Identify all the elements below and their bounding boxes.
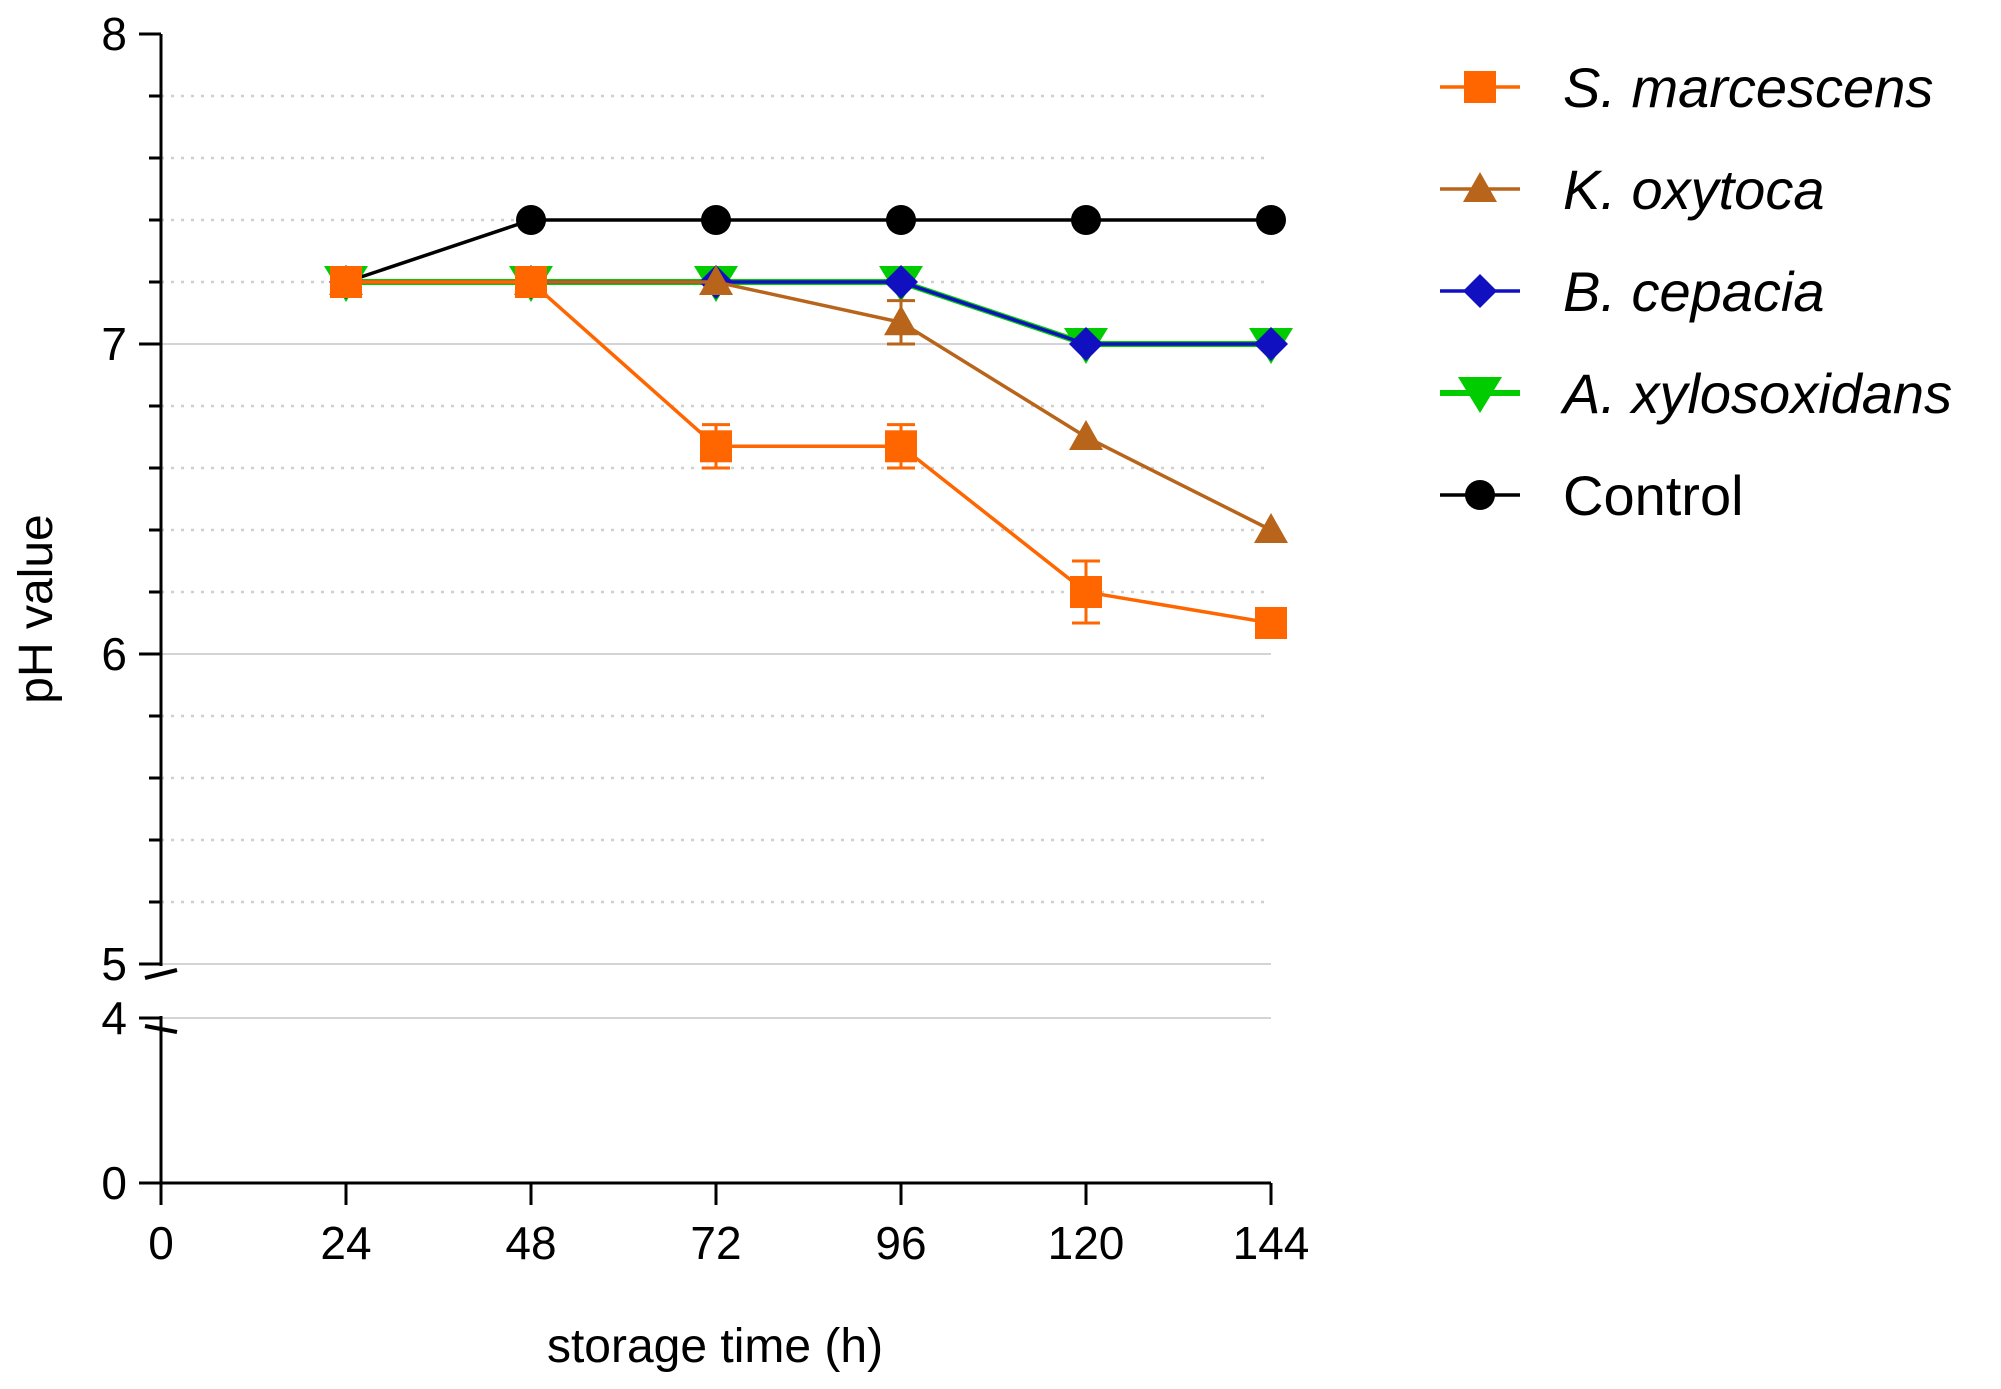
series-line-b-cepacia: [346, 280, 1271, 346]
grid-lines: [161, 94, 1271, 1185]
point-s-marcescens-96: [885, 430, 917, 463]
legend-label-s-marcescens: S. marcescens: [1563, 56, 1933, 119]
legend-marker-k-oxytoca: [1463, 172, 1497, 202]
y-tick-label-8: 8: [101, 8, 127, 60]
legend-label-k-oxytoca: K. oxytoca: [1563, 158, 1824, 221]
data-series: [324, 205, 1293, 639]
point-k-oxytoca-144: [1254, 513, 1288, 543]
point-control-72: [701, 205, 731, 235]
y-tick-label-5: 5: [101, 938, 127, 990]
point-s-marcescens-144: [1255, 607, 1287, 639]
legend-entry-s-marcescens: S. marcescens: [1440, 56, 1933, 119]
legend: S. marcescens K. oxytoca B. cepacia A. xylo…: [1440, 56, 1952, 527]
series-s-marcescens: [330, 266, 1287, 639]
x-tick-label-120: 120: [1048, 1217, 1125, 1269]
point-s-marcescens-120: [1070, 576, 1102, 608]
x-tick-label-0: 0: [148, 1217, 174, 1269]
x-tick-label-48: 48: [505, 1217, 556, 1269]
series-line-control: [345, 218, 1271, 284]
point-control-48: [516, 205, 546, 235]
series-line-s-marcescens: [346, 280, 1272, 625]
y-break-mark-upper: [144, 968, 178, 980]
legend-marker-a-xylosoxidans: [1458, 377, 1502, 413]
y-tick-label-0: 0: [101, 1157, 127, 1209]
x-tick-label-72: 72: [690, 1217, 741, 1269]
y-tick-label-6: 6: [101, 628, 127, 680]
legend-label-control: Control: [1563, 464, 1744, 527]
y-tick-label-7: 7: [101, 318, 127, 370]
x-tick-label-24: 24: [320, 1217, 371, 1269]
y-axis-title: pH value: [10, 514, 63, 703]
legend-entry-a-xylosoxidans: A. xylosoxidans: [1440, 362, 1952, 425]
legend-entry-control: Control: [1440, 464, 1744, 527]
point-b-cepacia-144: [1254, 327, 1288, 361]
point-k-oxytoca-72: [699, 265, 733, 295]
x-tick-label-96: 96: [875, 1217, 926, 1269]
x-tick-label-144: 144: [1233, 1217, 1310, 1269]
legend-label-a-xylosoxidans: A. xylosoxidans: [1560, 362, 1952, 425]
point-k-oxytoca-96: [884, 305, 918, 336]
point-s-marcescens-48: [515, 266, 547, 298]
point-control-120: [1071, 205, 1101, 235]
point-b-cepacia-120: [1069, 327, 1103, 361]
x-axis-title: storage time (h): [547, 1320, 883, 1373]
point-b-cepacia-96: [884, 265, 918, 299]
y-break-mark-lower: [144, 1024, 178, 1034]
legend-entry-k-oxytoca: K. oxytoca: [1440, 158, 1824, 221]
legend-marker-s-marcescens: [1464, 71, 1496, 103]
point-control-144: [1256, 205, 1286, 235]
legend-marker-b-cepacia: [1463, 274, 1497, 308]
point-control-96: [886, 205, 916, 235]
legend-entry-b-cepacia: B. cepacia: [1440, 260, 1825, 323]
series-k-oxytoca: [329, 265, 1288, 543]
axes: 0 45 6 7 8 0 24 48 72 96 120 144: [101, 8, 1309, 1269]
y-tick-label-4: 4: [101, 992, 127, 1044]
point-s-marcescens-24: [330, 266, 362, 298]
series-line-a-xylosoxidans: [346, 279, 1271, 347]
point-s-marcescens-72: [700, 430, 732, 463]
legend-label-b-cepacia: B. cepacia: [1563, 260, 1825, 323]
legend-marker-control: [1465, 480, 1495, 510]
point-k-oxytoca-120: [1069, 420, 1103, 450]
